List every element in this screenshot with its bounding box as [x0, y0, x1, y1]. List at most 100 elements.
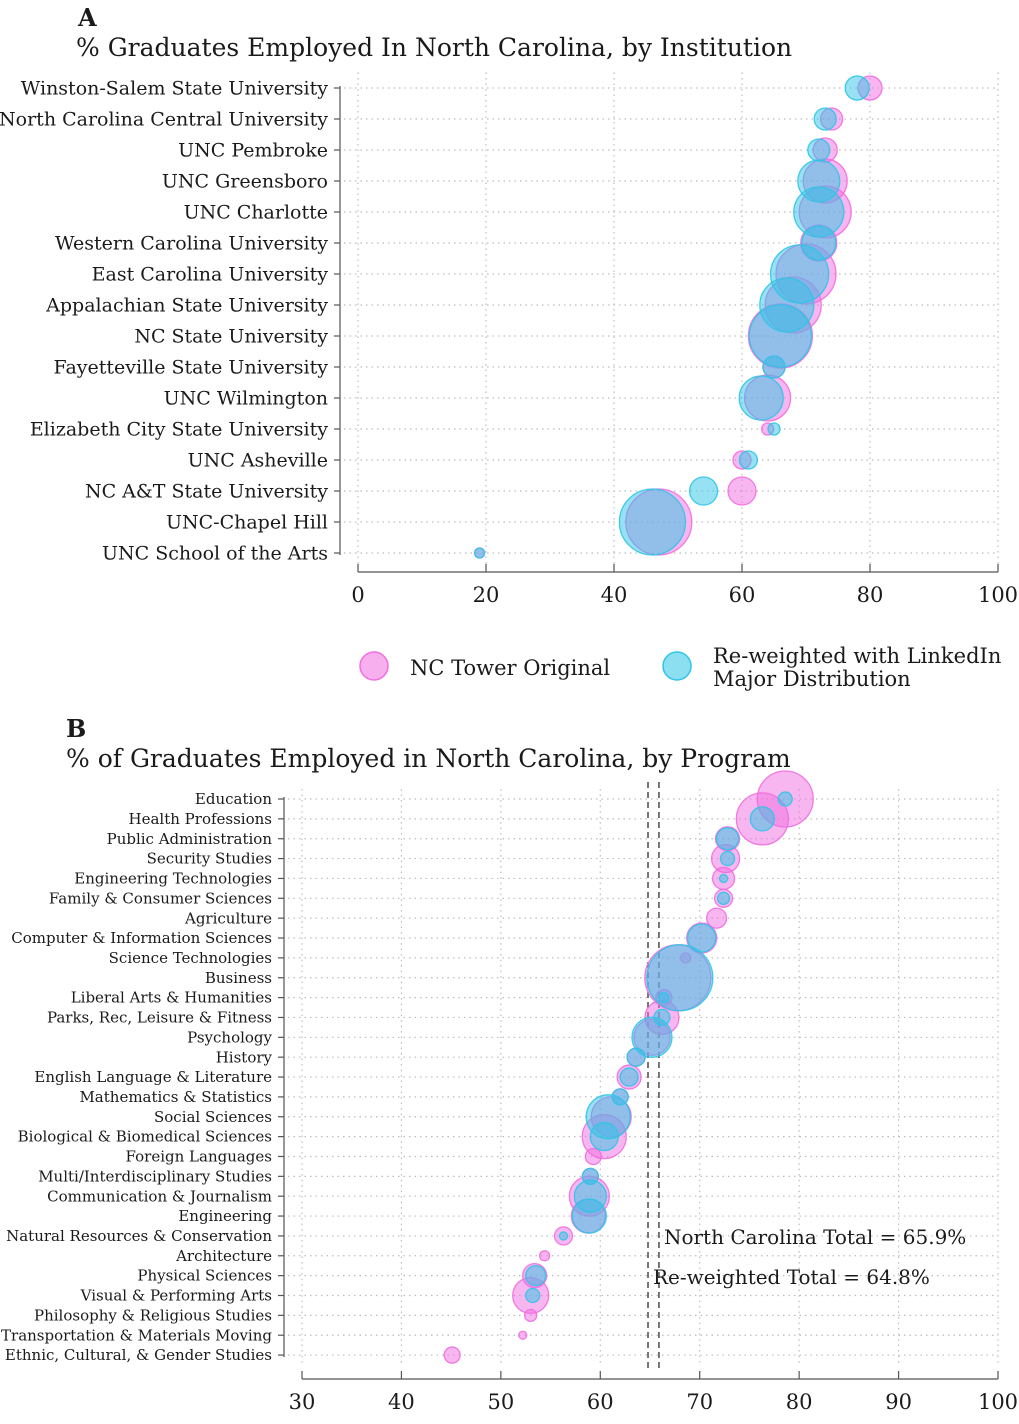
y-tick-label-unc-chapel-hill: UNC-Chapel Hill	[166, 511, 328, 533]
panel-b-letter: B	[66, 714, 86, 743]
x-tick-label: 60	[587, 1390, 614, 1414]
original-point-ethnic-cultural-gender-studies	[443, 1346, 461, 1364]
reweighted-point-engineering	[571, 1198, 607, 1234]
y-tick-label-engineering: Engineering	[178, 1207, 272, 1225]
y-tick-label-mathematics-statistics: Mathematics & Statistics	[79, 1088, 272, 1106]
reweighted-point-unc-wilmington	[738, 375, 784, 421]
y-tick-label-health-professions: Health Professions	[129, 810, 272, 828]
reweighted-point-unc-chapel-hill	[618, 488, 687, 556]
legend-reweighted-label-line2: Major Distribution	[713, 667, 911, 691]
panel-a: A % Graduates Employed In North Carolina…	[0, 3, 1018, 691]
y-tick-label-agriculture: Agriculture	[184, 909, 272, 927]
legend-reweighted-swatch	[662, 651, 692, 681]
reweighted-point-visual-performing-arts	[525, 1287, 541, 1304]
panel-a-axes: Winston-Salem State University North Caro…	[0, 77, 1018, 607]
legend-original-swatch	[359, 651, 389, 681]
reweighted-point-unc-pembroke	[807, 138, 831, 162]
panel-b-title: % of Graduates Employed in North Carolin…	[66, 744, 791, 773]
legend-reweighted-label-line1: Re-weighted with LinkedIn	[713, 644, 1001, 668]
y-tick-label-ethnic-cultural-gender-studies: Ethnic, Cultural, & Gender Studies	[5, 1346, 272, 1364]
legend-original-label: NC Tower Original	[410, 656, 610, 680]
x-tick-label: 0	[351, 583, 364, 607]
x-tick-label: 80	[786, 1390, 813, 1414]
y-tick-label-foreign-languages: Foreign Languages	[126, 1148, 272, 1166]
reweighted-point-winston-salem-state-university	[844, 75, 870, 101]
original-point-philosophy-religious-studies	[524, 1308, 538, 1323]
reweighted-point-fayetteville-state-university	[762, 355, 786, 379]
x-tick-label: 30	[289, 1390, 316, 1414]
y-tick-label-east-carolina-university: East Carolina University	[92, 263, 329, 285]
x-tick-label: 90	[885, 1390, 912, 1414]
y-tick-label-multi-interdisciplinary-studies: Multi/Interdisciplinary Studies	[38, 1167, 272, 1185]
reweighted-point-unc-asheville	[738, 450, 759, 470]
y-tick-label-family-consumer-sciences: Family & Consumer Sciences	[49, 889, 272, 907]
original-point-architecture	[538, 1250, 551, 1262]
y-tick-label-engineering-technologies: Engineering Technologies	[74, 870, 272, 888]
panel-b-reference-lines: North Carolina Total = 65.9% Re-weighted …	[647, 782, 966, 1372]
reference-label-nc-total: North Carolina Total = 65.9%	[664, 1225, 966, 1249]
panel-b-axes: Education Health Professions Public Admini…	[1, 790, 1018, 1414]
y-tick-label-biological-biomedical-sciences: Biological & Biomedical Sciences	[18, 1128, 272, 1146]
reweighted-point-north-carolina-central-university	[813, 107, 837, 131]
y-tick-label-education: Education	[195, 790, 272, 808]
panel-b-points	[443, 770, 814, 1364]
reweighted-point-english-language-literature	[619, 1067, 639, 1087]
x-tick-label: 50	[487, 1390, 514, 1414]
y-tick-label-unc-pembroke: UNC Pembroke	[178, 139, 328, 161]
panel-a-letter: A	[77, 3, 97, 32]
y-tick-label-western-carolina-university: Western Carolina University	[55, 232, 328, 254]
x-tick-label: 60	[729, 583, 756, 607]
reweighted-point-nc-a-t-state-university	[688, 476, 719, 506]
original-point-agriculture	[705, 907, 728, 929]
y-tick-label-nc-a-t-state-university: NC A&T State University	[85, 480, 328, 502]
y-tick-label-transportation-materials-moving: Transportation & Materials Moving	[1, 1326, 272, 1344]
x-tick-label: 40	[388, 1390, 415, 1414]
y-tick-label-science-technologies: Science Technologies	[109, 949, 272, 967]
panel-b-grid	[288, 789, 999, 1366]
reweighted-point-computer-information-sciences	[687, 923, 717, 953]
y-tick-label-winston-salem-state-university: Winston-Salem State University	[21, 77, 328, 99]
y-tick-label-visual-performing-arts: Visual & Performing Arts	[80, 1287, 272, 1305]
panel-a-grid	[344, 72, 999, 569]
x-tick-label: 40	[601, 583, 628, 607]
y-tick-label-elizabeth-city-state-university: Elizabeth City State University	[30, 418, 328, 440]
y-tick-label-parks-rec-leisure-fitness: Parks, Rec, Leisure & Fitness	[47, 1009, 272, 1027]
reweighted-point-public-administration	[715, 827, 740, 851]
reweighted-point-family-consumer-sciences	[716, 891, 731, 905]
x-tick-label: 100	[978, 583, 1018, 607]
reweighted-point-biological-biomedical-sciences	[589, 1121, 619, 1152]
y-tick-label-english-language-literature: English Language & Literature	[34, 1068, 272, 1086]
reweighted-point-natural-resources-conservation	[558, 1231, 569, 1241]
reweighted-point-security-studies	[719, 850, 736, 867]
panel-a-points	[473, 75, 883, 559]
x-tick-label: 100	[978, 1390, 1018, 1414]
y-tick-label-history: History	[216, 1048, 273, 1066]
y-tick-label-psychology: Psychology	[187, 1028, 272, 1046]
panel-b: B % of Graduates Employed in North Carol…	[1, 714, 1018, 1414]
y-tick-label-unc-wilmington: UNC Wilmington	[164, 387, 328, 409]
reweighted-point-engineering-technologies	[718, 873, 729, 884]
y-tick-label-appalachian-state-university: Appalachian State University	[45, 294, 328, 316]
y-tick-label-architecture: Architecture	[175, 1247, 272, 1265]
y-tick-label-fayetteville-state-university: Fayetteville State University	[54, 356, 329, 378]
y-tick-label-unc-charlotte: UNC Charlotte	[184, 201, 328, 223]
reweighted-point-business	[646, 944, 714, 1012]
y-tick-label-liberal-arts-humanities: Liberal Arts & Humanities	[71, 989, 272, 1007]
reweighted-point-education	[777, 791, 793, 807]
y-tick-label-physical-sciences: Physical Sciences	[137, 1267, 272, 1285]
y-tick-label-computer-information-sciences: Computer & Information Sciences	[11, 929, 272, 947]
reweighted-point-physical-sciences	[525, 1264, 547, 1287]
x-tick-label: 70	[686, 1390, 713, 1414]
y-tick-label-security-studies: Security Studies	[147, 850, 272, 868]
reweighted-point-elizabeth-city-state-university	[767, 422, 781, 436]
y-tick-label-philosophy-religious-studies: Philosophy & Religious Studies	[34, 1306, 272, 1324]
reweighted-point-psychology	[631, 1016, 673, 1058]
panel-a-title: % Graduates Employed In North Carolina, …	[76, 33, 792, 62]
y-tick-label-business: Business	[205, 969, 272, 987]
y-tick-label-unc-asheville: UNC Asheville	[188, 449, 328, 471]
y-tick-label-nc-state-university: NC State University	[134, 325, 328, 347]
x-tick-label: 80	[857, 583, 884, 607]
y-tick-label-north-carolina-central-university: North Carolina Central University	[0, 108, 328, 130]
reweighted-point-unc-school-of-the-arts	[473, 547, 486, 559]
